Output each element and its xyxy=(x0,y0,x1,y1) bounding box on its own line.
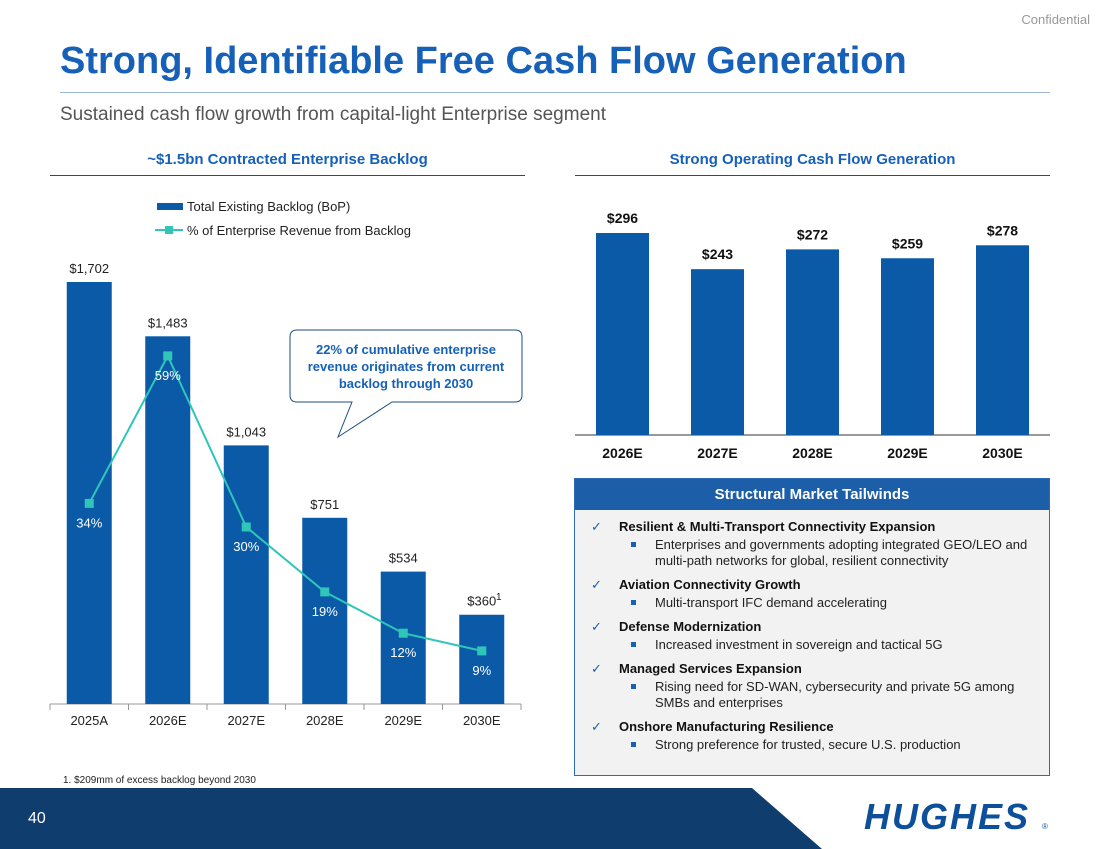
legend-marker-percent xyxy=(165,226,173,234)
backlog-bar-2029E xyxy=(380,571,426,704)
callout-line-3: backlog through 2030 xyxy=(339,376,473,391)
logo-registered-icon: ® xyxy=(1042,822,1048,831)
cashflow-value-label: $259 xyxy=(892,235,923,251)
tailwind-item: ✓ Defense Modernization Increased investme… xyxy=(591,619,1039,653)
cashflow-value-label: $296 xyxy=(607,210,638,226)
backlog-category-label: 2027E xyxy=(227,713,265,728)
tailwind-detail: Multi-transport IFC demand accelerating xyxy=(619,595,1039,611)
percent-point xyxy=(84,498,94,508)
checkmark-icon: ✓ xyxy=(591,719,602,734)
tailwind-heading: Managed Services Expansion xyxy=(619,661,802,676)
cashflow-chart-heading: Strong Operating Cash Flow Generation xyxy=(669,151,956,168)
percent-value-label: 59% xyxy=(155,368,181,383)
backlog-bar-2026E xyxy=(145,336,191,704)
footer-band xyxy=(0,788,822,849)
cashflow-heading-rule xyxy=(575,175,1050,176)
tailwind-heading: Resilient & Multi-Transport Connectivity… xyxy=(619,519,936,534)
backlog-chart-heading: ~$1.5bn Contracted Enterprise Backlog xyxy=(147,151,428,168)
backlog-category-label: 2025A xyxy=(70,713,108,728)
checkmark-icon: ✓ xyxy=(591,661,602,676)
tailwinds-panel: Structural Market Tailwinds ✓ Resilient &… xyxy=(574,478,1050,776)
cashflow-category-label: 2028E xyxy=(792,445,832,461)
backlog-value-label: $751 xyxy=(310,497,339,512)
backlog-heading-rule xyxy=(50,175,525,176)
callout-line-1: 22% of cumulative enterprise xyxy=(316,342,496,357)
checkmark-icon: ✓ xyxy=(591,577,602,592)
backlog-category-label: 2028E xyxy=(306,713,344,728)
tailwind-detail: Increased investment in sovereign and ta… xyxy=(619,637,1039,653)
cashflow-bar-2026E xyxy=(596,233,649,435)
square-bullet-icon xyxy=(631,642,636,647)
percent-series-line xyxy=(88,353,482,652)
cashflow-bar-2028E xyxy=(786,249,839,435)
page-number: 40 xyxy=(28,810,46,827)
cashflow-bar-2029E xyxy=(881,258,934,435)
backlog-category-label: 2030E xyxy=(463,713,501,728)
cashflow-category-label: 2030E xyxy=(982,445,1022,461)
backlog-category-label: 2026E xyxy=(149,713,187,728)
square-bullet-icon xyxy=(631,600,636,605)
backlog-bar-2030E xyxy=(459,614,505,704)
footnote: 1. $209mm of excess backlog beyond 2030 xyxy=(63,775,256,786)
backlog-value-label: $1,702 xyxy=(69,261,109,276)
cashflow-value-label: $278 xyxy=(987,222,1018,238)
backlog-bar-2027E xyxy=(223,445,269,704)
cashflow-value-label: $243 xyxy=(702,246,733,262)
cashflow-category-label: 2026E xyxy=(602,445,642,461)
square-bullet-icon xyxy=(631,684,636,689)
backlog-value-label: $1,043 xyxy=(226,424,266,439)
tailwind-item: ✓ Managed Services Expansion Rising need f… xyxy=(591,661,1039,711)
percent-point xyxy=(163,351,173,361)
backlog-value-label: $360 xyxy=(467,594,496,609)
hughes-logo: HUGHES ® xyxy=(864,798,1048,834)
percent-point xyxy=(241,522,251,532)
percent-point xyxy=(477,646,487,656)
logo-wordmark: HUGHES xyxy=(864,798,1030,834)
backlog-bar-2025A xyxy=(66,282,112,704)
confidential-label: Confidential xyxy=(1021,12,1090,27)
tailwinds-list: ✓ Resilient & Multi-Transport Connectivit… xyxy=(575,510,1049,753)
backlog-value-label: $1,483 xyxy=(148,315,188,330)
tailwind-item: ✓ Aviation Connectivity Growth Multi-trans… xyxy=(591,577,1039,611)
cashflow-category-label: 2029E xyxy=(887,445,927,461)
backlog-value-label: $534 xyxy=(389,551,418,566)
title-divider xyxy=(60,92,1050,93)
backlog-category-label: 2029E xyxy=(384,713,422,728)
percent-value-label: 34% xyxy=(76,515,102,530)
callout-line-2: revenue originates from current xyxy=(308,359,505,374)
page-title: Strong, Identifiable Free Cash Flow Gene… xyxy=(60,40,907,82)
tailwind-heading: Defense Modernization xyxy=(619,619,762,634)
cashflow-bar-2027E xyxy=(691,269,744,435)
legend-swatch-backlog xyxy=(157,203,183,210)
cashflow-value-label: $272 xyxy=(797,226,828,242)
percent-value-label: 30% xyxy=(233,539,259,554)
checkmark-icon: ✓ xyxy=(591,519,602,534)
square-bullet-icon xyxy=(631,542,636,547)
percent-point xyxy=(320,587,330,597)
footnote-marker: 1 xyxy=(496,592,502,603)
checkmark-icon: ✓ xyxy=(591,619,602,634)
percent-value-label: 12% xyxy=(390,645,416,660)
percent-value-label: 19% xyxy=(312,604,338,619)
page-subtitle: Sustained cash flow growth from capital-… xyxy=(60,104,606,125)
backlog-bar-2028E xyxy=(302,517,348,704)
square-bullet-icon xyxy=(631,742,636,747)
backlog-callout: 22% of cumulative enterprise revenue ori… xyxy=(289,329,523,439)
tailwind-heading: Aviation Connectivity Growth xyxy=(619,577,801,592)
tailwind-item: ✓ Resilient & Multi-Transport Connectivit… xyxy=(591,519,1039,569)
tailwind-detail: Strong preference for trusted, secure U.… xyxy=(619,737,1039,753)
tailwind-detail: Enterprises and governments adopting int… xyxy=(619,537,1039,569)
percent-point xyxy=(398,628,408,638)
tailwind-item: ✓ Onshore Manufacturing Resilience Strong … xyxy=(591,719,1039,753)
tailwind-heading: Onshore Manufacturing Resilience xyxy=(619,719,834,734)
cashflow-category-label: 2027E xyxy=(697,445,737,461)
legend-label-percent: % of Enterprise Revenue from Backlog xyxy=(187,223,411,238)
cashflow-bar-2030E xyxy=(976,245,1029,435)
percent-value-label: 9% xyxy=(472,663,491,678)
tailwind-detail: Rising need for SD-WAN, cybersecurity an… xyxy=(619,679,1039,711)
legend-label-backlog: Total Existing Backlog (BoP) xyxy=(187,199,350,214)
tailwinds-heading: Structural Market Tailwinds xyxy=(575,479,1049,510)
